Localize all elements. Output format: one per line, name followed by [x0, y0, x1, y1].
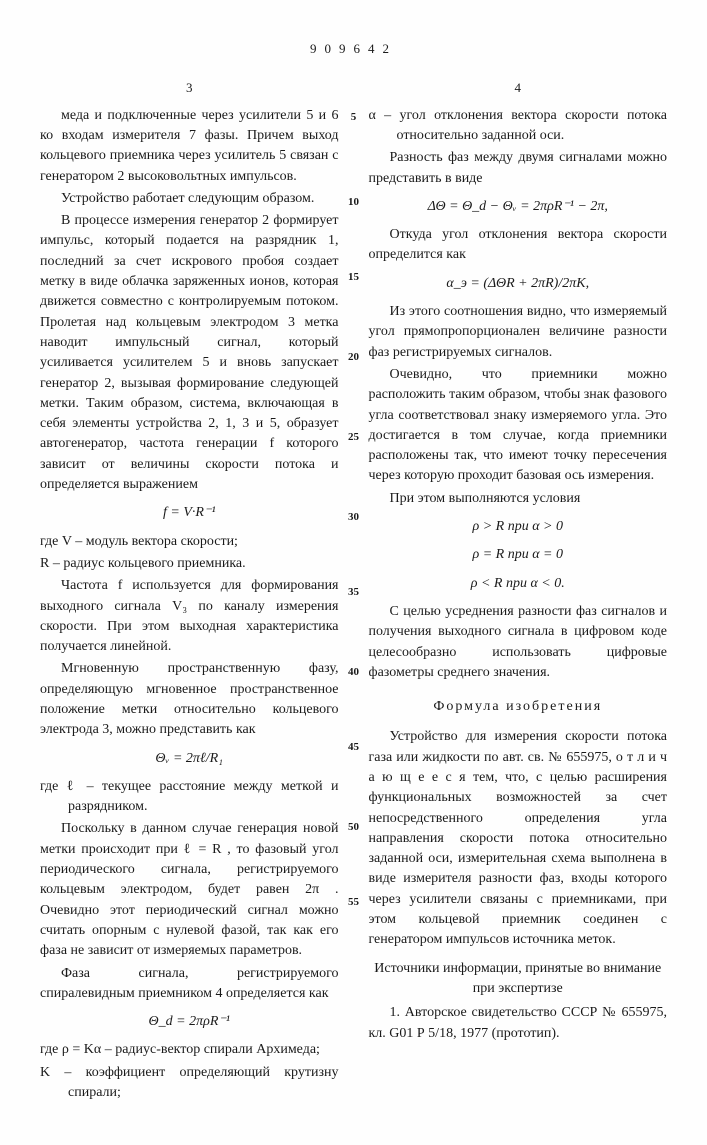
definition: K – коэффициент определяющий крутизну сп… [40, 1063, 339, 1104]
definition: где ρ = Kα – радиус-вектор спирали Архим… [40, 1040, 339, 1060]
paragraph: Мгновенную пространственную фазу, опреде… [40, 659, 339, 740]
line-number: 30 [348, 510, 359, 526]
formula: f = V·R⁻¹ [40, 503, 339, 523]
sources-title: Источники информации, принятые во вниман… [369, 959, 668, 1000]
paragraph: Поскольку в данном случае генерация ново… [40, 819, 339, 961]
definition: где ℓ – текущее расстояние между меткой … [40, 777, 339, 818]
paragraph: При этом выполняются условия [369, 489, 668, 509]
paragraph: С целью усреднения разности фаз сигналов… [369, 602, 668, 683]
line-number: 5 [351, 110, 357, 126]
definition: α – угол отклонения вектора скорости пот… [369, 106, 668, 147]
paragraph: меда и подключенные через усилители 5 и … [40, 106, 339, 187]
line-number: 15 [348, 270, 359, 286]
paragraph: Из этого соотношения видно, что измеряем… [369, 302, 668, 363]
line-number: 35 [348, 585, 359, 601]
formula: ρ > R при α > 0 [369, 517, 668, 537]
right-column: 4 α – угол отклонения вектора скорости п… [369, 79, 668, 1106]
paragraph: Очевидно, что приемники можно расположит… [369, 365, 668, 487]
paragraph: Разность фаз между двумя сигналами можно… [369, 148, 668, 189]
paragraph: Частота f используется для формирования … [40, 576, 339, 657]
line-number: 55 [348, 895, 359, 911]
definition: где V – модуль вектора скорости; [40, 532, 339, 552]
line-number: 50 [348, 820, 359, 836]
patent-number: 909642 [40, 40, 667, 59]
formula: Θ_d = 2πρR⁻¹ [40, 1012, 339, 1032]
formula: ρ < R при α < 0. [369, 574, 668, 594]
left-column: 3 меда и подключенные через усилители 5 … [40, 79, 339, 1106]
claims-title: Формула изобретения [369, 697, 668, 717]
formula: α_э = (ΔΘR + 2πR)/2πK, [369, 274, 668, 294]
column-number-left: 3 [40, 79, 339, 98]
formula: Θᵥ = 2πℓ/R₁ [40, 749, 339, 769]
formula: ΔΘ = Θ_d − Θᵥ = 2πρR⁻¹ − 2π, [369, 197, 668, 217]
line-number: 20 [348, 350, 359, 366]
definition: R – радиус кольцевого приемника. [40, 554, 339, 574]
line-number: 45 [348, 740, 359, 756]
column-number-right: 4 [369, 79, 668, 98]
formula: ρ = R при α = 0 [369, 545, 668, 565]
line-number: 25 [348, 430, 359, 446]
source-item: 1. Авторское свидетельство СССР № 655975… [369, 1003, 668, 1044]
paragraph: Устройство работает следующим образом. [40, 189, 339, 209]
paragraph: Фаза сигнала, регистрируемого спиралевид… [40, 964, 339, 1005]
paragraph: В процессе измерения генератор 2 формиру… [40, 211, 339, 495]
paragraph: Откуда угол отклонения вектора скорости … [369, 225, 668, 266]
claim-text: Устройство для измерения скорости потока… [369, 727, 668, 950]
line-number: 10 [348, 195, 359, 211]
line-number: 40 [348, 665, 359, 681]
